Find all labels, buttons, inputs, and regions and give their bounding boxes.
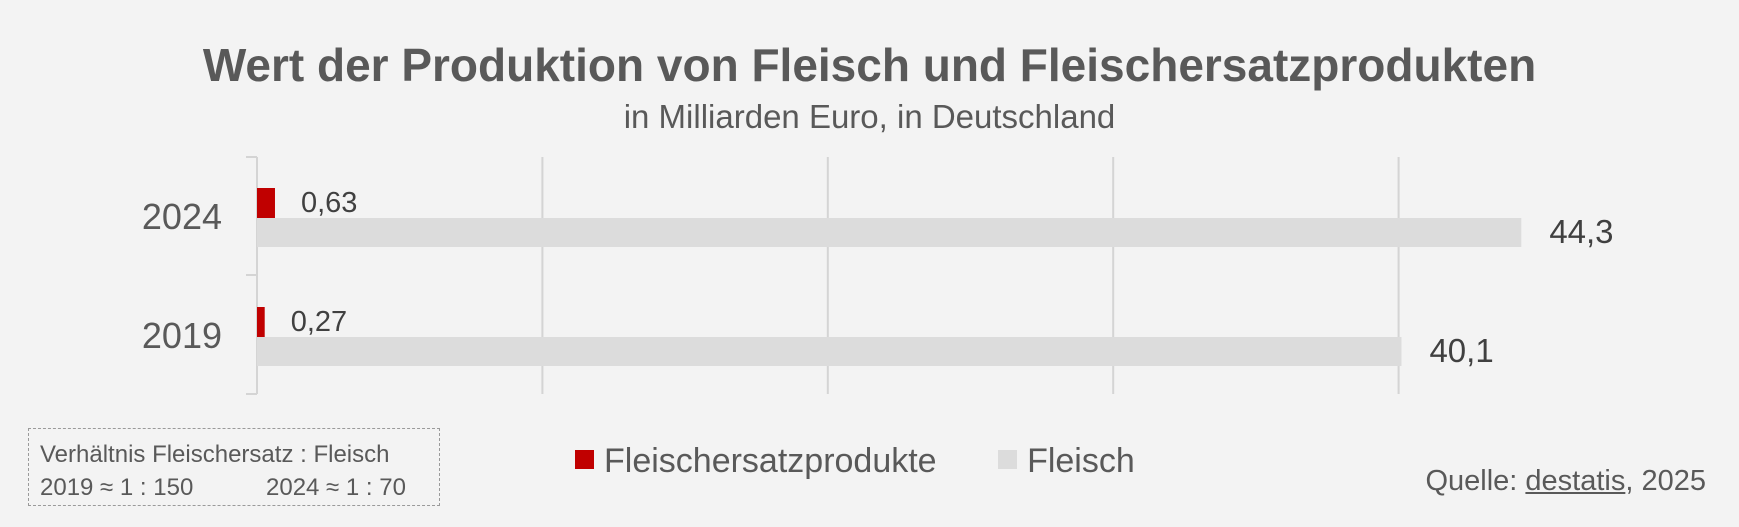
source-note: Quelle: destatis, 2025 [1425, 465, 1706, 498]
data-label-fleischersatzprodukte-2024: 0,63 [301, 187, 357, 219]
legend-item-fleischersatzprodukte: Fleischersatzprodukte [575, 442, 937, 481]
bar-fleischersatzprodukte-2019 [257, 307, 265, 337]
category-label-2019: 2019 [142, 315, 222, 356]
legend-swatch-fleischersatzprodukte [575, 450, 594, 470]
ratio-box-values: 2019 ≈ 1 : 150 2024 ≈ 1 : 70 [40, 471, 439, 504]
legend-label-fleisch: Fleisch [1027, 441, 1135, 480]
bar-fleischersatzprodukte-2024 [257, 188, 275, 218]
source-link[interactable]: destatis [1525, 465, 1626, 497]
legend-swatch-fleisch [998, 450, 1018, 470]
ratio-box-title: Verhältnis Fleischersatz : Fleisch [40, 441, 390, 468]
bar-fleisch-2024 [257, 218, 1522, 247]
legend: Fleischersatzprodukte Fleisch [575, 440, 1187, 481]
data-label-fleisch-2019: 40,1 [1429, 332, 1493, 369]
chart-title: Wert der Produktion von Fleisch und Flei… [202, 39, 1537, 91]
source-suffix: , 2025 [1625, 465, 1706, 497]
data-label-fleischersatzprodukte-2019: 0,27 [291, 306, 347, 338]
source-prefix: Quelle: [1425, 465, 1526, 497]
data-label-fleisch-2024: 44,3 [1549, 213, 1613, 250]
legend-label-fleischersatzprodukte: Fleischersatzprodukte [604, 441, 937, 480]
category-label-2024: 2024 [142, 196, 222, 237]
ratio-2019: 2019 ≈ 1 : 150 [40, 474, 194, 501]
bar-fleisch-2019 [257, 337, 1402, 366]
legend-item-fleisch: Fleisch [998, 442, 1135, 481]
ratio-box: Verhältnis Fleischersatz : Fleisch 2019 … [28, 428, 440, 506]
ratio-2024: 2024 ≈ 1 : 70 [266, 474, 406, 501]
chart-subtitle: in Milliarden Euro, in Deutschland [623, 98, 1116, 135]
